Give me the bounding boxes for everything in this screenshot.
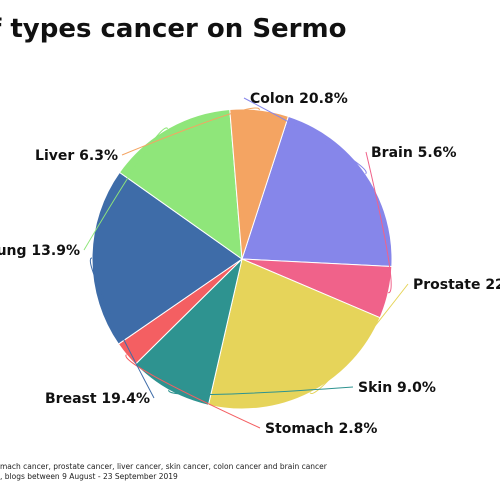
leader-line-prostate xyxy=(309,283,409,395)
slice-label-breast: Breast 19.4% xyxy=(45,391,150,407)
slice-label-colon: Colon 20.8% xyxy=(250,91,348,107)
slice-label-lung: ung 13.9% xyxy=(0,243,80,259)
slice-label-liver: Liver 6.3% xyxy=(35,148,118,164)
chart-title: f types cancer on Sermo xyxy=(0,14,347,44)
slice-label-prostate: Prostate 22 xyxy=(413,277,500,293)
slice-label-brain: Brain 5.6% xyxy=(371,145,457,161)
leader-line-stomach xyxy=(125,354,261,429)
leader-line-liver xyxy=(121,107,260,156)
leader-line-colon xyxy=(243,97,367,175)
leader-line-breast xyxy=(89,257,155,399)
leader-line-brain xyxy=(365,151,392,294)
leader-line-skin xyxy=(168,386,354,396)
slice-label-stomach: Stomach 2.8% xyxy=(265,421,377,437)
leader-line-lung xyxy=(83,127,169,251)
footnote-line-1: mach cancer, prostate cancer, liver canc… xyxy=(0,462,327,471)
pie-slice-lung xyxy=(118,108,243,261)
slice-label-skin: Skin 9.0% xyxy=(358,380,436,396)
pie-slice-liver xyxy=(229,108,289,260)
footnote-line-2: , blogs between 9 August - 23 September … xyxy=(0,472,178,481)
